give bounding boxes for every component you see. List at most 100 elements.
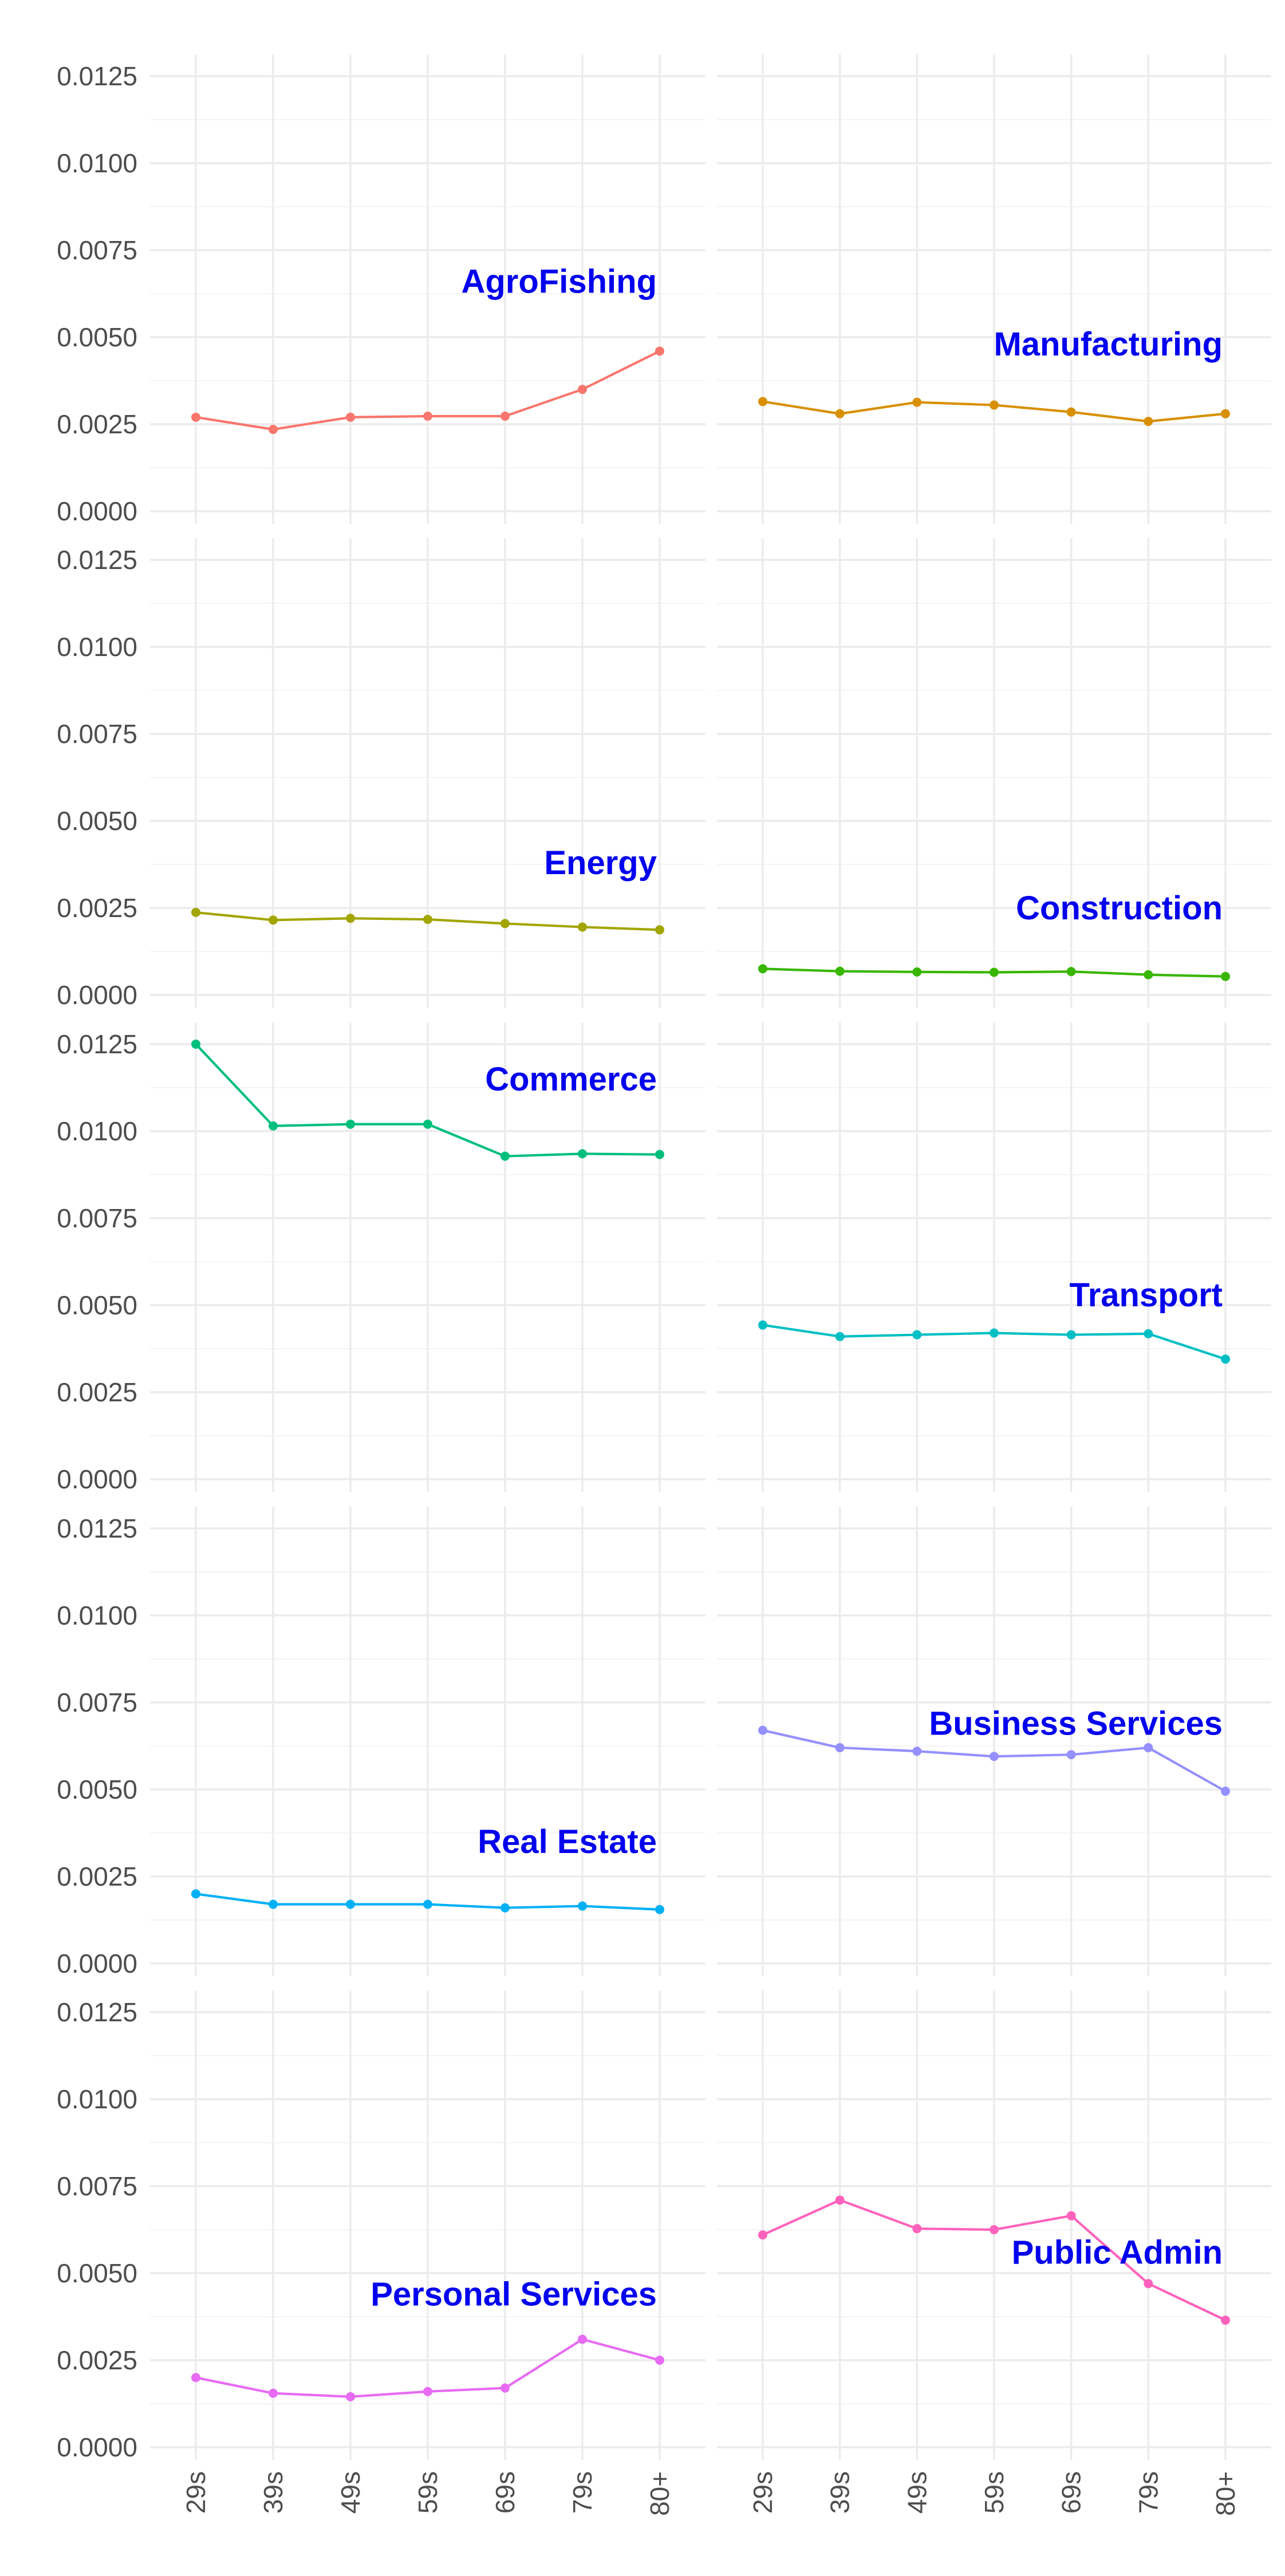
y-tick-label: 0.0000 <box>57 2432 137 2462</box>
data-point <box>500 1151 510 1161</box>
panel-transport: Transport <box>717 1022 1271 1492</box>
data-point <box>912 967 922 977</box>
data-point <box>912 1747 922 1756</box>
data-point <box>423 412 432 421</box>
y-tick-label: 0.0000 <box>57 1949 137 1978</box>
panel-grid <box>150 1022 705 1492</box>
data-point <box>835 966 845 976</box>
panel-grid <box>150 1507 705 1976</box>
y-tick-label: 0.0025 <box>57 1377 137 1407</box>
data-point <box>578 1901 587 1911</box>
y-tick-label: 0.0075 <box>57 2171 137 2201</box>
data-point <box>346 1119 355 1129</box>
data-point <box>655 1149 664 1159</box>
data-point <box>990 1328 999 1338</box>
y-tick-label: 0.0125 <box>57 1514 137 1543</box>
data-point <box>1144 2279 1153 2289</box>
data-point <box>191 2373 200 2383</box>
data-point <box>191 1889 200 1899</box>
data-point <box>423 2387 432 2396</box>
y-tick-label: 0.0100 <box>57 632 137 662</box>
data-point <box>346 412 355 422</box>
data-point <box>191 907 200 917</box>
panel-public-admin: Public Admin 29s 39s 49s 59s 69s 79s 80+ <box>717 1990 1271 2516</box>
panel-label: Energy <box>544 844 657 882</box>
data-point <box>990 967 999 977</box>
panel-grid <box>717 1507 1271 1976</box>
data-point <box>1221 2316 1230 2325</box>
data-point <box>423 915 432 924</box>
panel-label: Real Estate <box>478 1823 657 1860</box>
data-point <box>1066 1330 1076 1340</box>
data-point <box>191 1040 200 1049</box>
y-tick-label: 0.0100 <box>57 148 137 178</box>
panel-label: Personal Services <box>370 2275 657 2313</box>
data-point <box>500 2383 510 2393</box>
data-point <box>835 409 845 418</box>
data-point <box>578 922 587 932</box>
y-tick-label: 0.0025 <box>57 2345 137 2375</box>
data-point <box>269 1899 278 1909</box>
data-point <box>1221 409 1230 418</box>
x-tick-label: 69s <box>490 2471 520 2514</box>
y-tick-label: 0.0050 <box>57 1775 137 1804</box>
data-point <box>1066 407 1076 417</box>
data-point <box>655 2356 664 2365</box>
data-point <box>835 2195 845 2205</box>
data-point <box>758 1320 767 1330</box>
y-tick-label: 0.0075 <box>57 719 137 749</box>
panel-label: Construction <box>1016 890 1223 927</box>
data-point <box>578 385 587 394</box>
y-tick-label: 0.0125 <box>57 1997 137 2027</box>
y-tick-label: 0.0125 <box>57 61 137 91</box>
x-tick-label: 79s <box>1133 2471 1163 2514</box>
data-point <box>655 925 664 935</box>
y-tick-label: 0.0075 <box>57 1203 137 1233</box>
x-tick-label: 39s <box>825 2471 855 2514</box>
data-point <box>1144 1743 1153 1753</box>
panel-real-estate: 0.0000 0.0025 0.0050 0.0075 0.0100 0.0125 Real… <box>57 1507 705 1978</box>
data-point <box>1221 1354 1230 1364</box>
data-point <box>1066 1750 1076 1760</box>
y-tick-label: 0.0000 <box>57 1464 137 1494</box>
y-tick-label: 0.0050 <box>57 2258 137 2288</box>
panel-construction: Construction <box>717 538 1271 1008</box>
y-tick-label: 0.0100 <box>57 1116 137 1146</box>
y-tick-label: 0.0075 <box>57 235 137 265</box>
x-tick-label: 80+ <box>1211 2471 1240 2516</box>
data-point <box>758 397 767 406</box>
panel-personal-services: 0.0000 0.0025 0.0050 0.0075 0.0100 0.0125 Pers… <box>57 1990 705 2516</box>
panel-commerce: 0.0000 0.0025 0.0050 0.0075 0.0100 0.0125 Comm… <box>57 1022 705 1494</box>
x-tick-label: 29s <box>748 2471 778 2514</box>
data-point <box>1144 417 1153 426</box>
data-point <box>500 1903 510 1913</box>
y-tick-label: 0.0050 <box>57 806 137 836</box>
y-tick-label: 0.0125 <box>57 545 137 575</box>
data-point <box>346 914 355 923</box>
data-point <box>912 1330 922 1340</box>
y-tick-label: 0.0125 <box>57 1029 137 1059</box>
data-point <box>423 1899 432 1909</box>
data-point <box>191 412 200 422</box>
data-point <box>655 1905 664 1914</box>
y-tick-label: 0.0025 <box>57 1862 137 1891</box>
panel-label: AgroFishing <box>461 263 657 301</box>
data-point <box>655 346 664 356</box>
data-point <box>269 915 278 925</box>
x-tick-label: 69s <box>1057 2471 1086 2514</box>
x-tick-label: 49s <box>902 2471 932 2514</box>
data-point <box>758 1725 767 1735</box>
y-tick-label: 0.0025 <box>57 893 137 923</box>
x-tick-label: 49s <box>336 2471 365 2514</box>
data-point <box>500 919 510 929</box>
x-tick-label: 80+ <box>645 2471 675 2516</box>
panel-manufacturing: Manufacturing <box>717 54 1271 524</box>
data-point <box>758 2230 767 2240</box>
data-point <box>1066 967 1076 977</box>
data-point <box>500 412 510 421</box>
x-tick-label: 39s <box>258 2471 288 2514</box>
panel-label: Transport <box>1070 1277 1223 1314</box>
data-point <box>990 2225 999 2234</box>
data-point <box>1221 1787 1230 1796</box>
